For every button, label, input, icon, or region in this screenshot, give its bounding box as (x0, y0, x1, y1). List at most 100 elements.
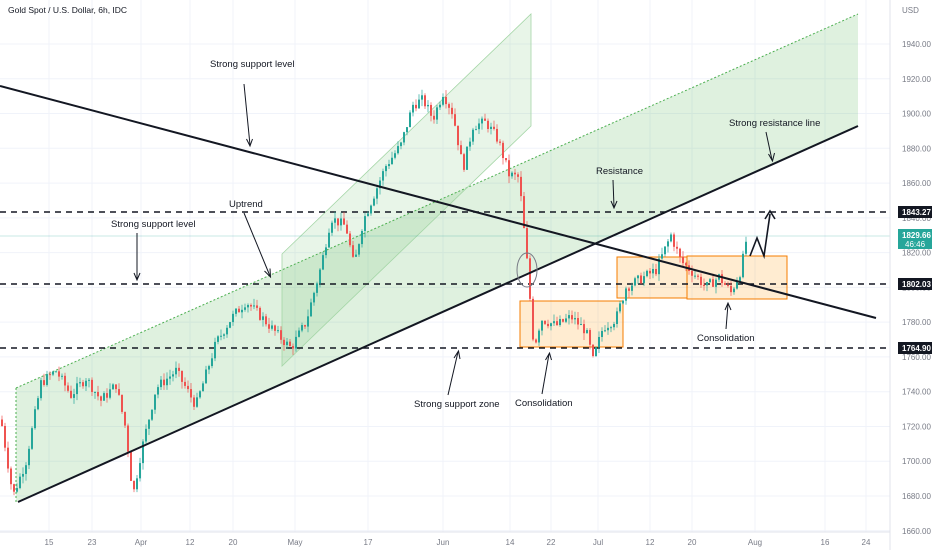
candle-body (220, 335, 222, 337)
candle-body (157, 387, 159, 395)
candle-body (223, 334, 225, 336)
consolidation-box-right-a (616, 256, 688, 299)
grid (0, 0, 890, 532)
candle-body (667, 241, 669, 247)
candle-body (349, 233, 351, 246)
candle-body (193, 397, 195, 407)
x-tick-label: Jul (593, 538, 603, 547)
candle-body (496, 128, 498, 142)
arrow-strong-support-top (243, 83, 251, 146)
x-tick-label: 12 (646, 538, 655, 547)
candle-body (535, 339, 537, 343)
candle-body (145, 428, 147, 442)
candle-body (604, 330, 606, 332)
candle-body (511, 172, 513, 177)
candle-body (553, 321, 555, 324)
candle-body (136, 478, 138, 490)
svg-text:1843.27: 1843.27 (902, 208, 931, 217)
parallel-channel (281, 13, 532, 367)
x-tick-label: 17 (364, 538, 373, 547)
candle-body (244, 307, 246, 310)
candle-body (103, 393, 105, 401)
candle-body (643, 276, 645, 284)
candle-body (577, 318, 579, 325)
candle-body (640, 275, 642, 284)
candle-body (253, 305, 255, 307)
arrow-resistance (612, 179, 615, 208)
candle-body (40, 380, 42, 399)
candle-body (574, 318, 576, 320)
candle-body (331, 222, 333, 233)
candle-body (565, 318, 567, 322)
candle-body (265, 316, 267, 325)
candle-body (121, 394, 123, 412)
candle-body (208, 366, 210, 370)
candle-body (277, 330, 279, 332)
candle-body (664, 246, 666, 255)
candle-body (139, 463, 141, 479)
svg-text:1764.90: 1764.90 (902, 344, 931, 353)
candle-body (232, 313, 234, 323)
candle-body (361, 230, 363, 245)
candle-body (328, 232, 330, 248)
candle-body (433, 115, 435, 120)
countdown: 46:46 (905, 240, 926, 249)
candle-body (724, 283, 726, 285)
candle-body (430, 104, 432, 116)
candle-body (49, 374, 51, 376)
candle-body (454, 114, 456, 126)
candle-body (745, 241, 747, 254)
candle-body (154, 394, 156, 410)
candle-body (478, 123, 480, 130)
candle-body (442, 96, 444, 105)
candle-body (697, 275, 699, 277)
candle-body (268, 324, 270, 329)
candle-body (550, 323, 552, 327)
candle-body (547, 323, 549, 327)
candle-body (181, 370, 183, 382)
candle-body (304, 325, 306, 327)
candle-body (94, 391, 96, 393)
candle-body (211, 358, 213, 367)
candle-body (301, 325, 303, 331)
candle-body (364, 216, 366, 231)
candle-body (205, 369, 207, 384)
candle-body (280, 330, 282, 340)
candle-body (469, 141, 471, 147)
candle-body (622, 300, 624, 304)
candle-body (460, 145, 462, 155)
candle-body (727, 284, 729, 286)
candle-body (706, 282, 708, 286)
candle-body (130, 451, 132, 481)
candle-body (676, 246, 678, 249)
candle-body (241, 309, 243, 313)
candle-body (352, 245, 354, 257)
candle-body (661, 254, 663, 259)
x-tick-label: Aug (748, 538, 762, 547)
candle-body (703, 285, 705, 287)
candle-body (646, 270, 648, 277)
candle-body (439, 104, 441, 108)
candle-body (730, 285, 732, 293)
candle-body (58, 371, 60, 377)
candle-body (4, 425, 6, 448)
x-tick-label: 20 (229, 538, 238, 547)
candle-body (568, 315, 570, 319)
candle-body (97, 391, 99, 397)
candle-body (493, 126, 495, 129)
candle-body (169, 376, 171, 379)
candle-body (106, 393, 108, 398)
candle-body (514, 172, 516, 175)
strong-resistance-trendline (17, 125, 859, 503)
candle-body (376, 188, 378, 199)
candle-body (466, 146, 468, 170)
y-tick-label: 1700.00 (902, 457, 931, 466)
candle-body (313, 292, 315, 303)
candle-body (358, 244, 360, 255)
label-strong-support-top: Strong support level (210, 59, 295, 70)
candle-body (451, 107, 453, 115)
candle-body (109, 389, 111, 398)
candle-body (436, 107, 438, 120)
candle-body (148, 419, 150, 429)
consolidation-box-left (519, 300, 624, 348)
